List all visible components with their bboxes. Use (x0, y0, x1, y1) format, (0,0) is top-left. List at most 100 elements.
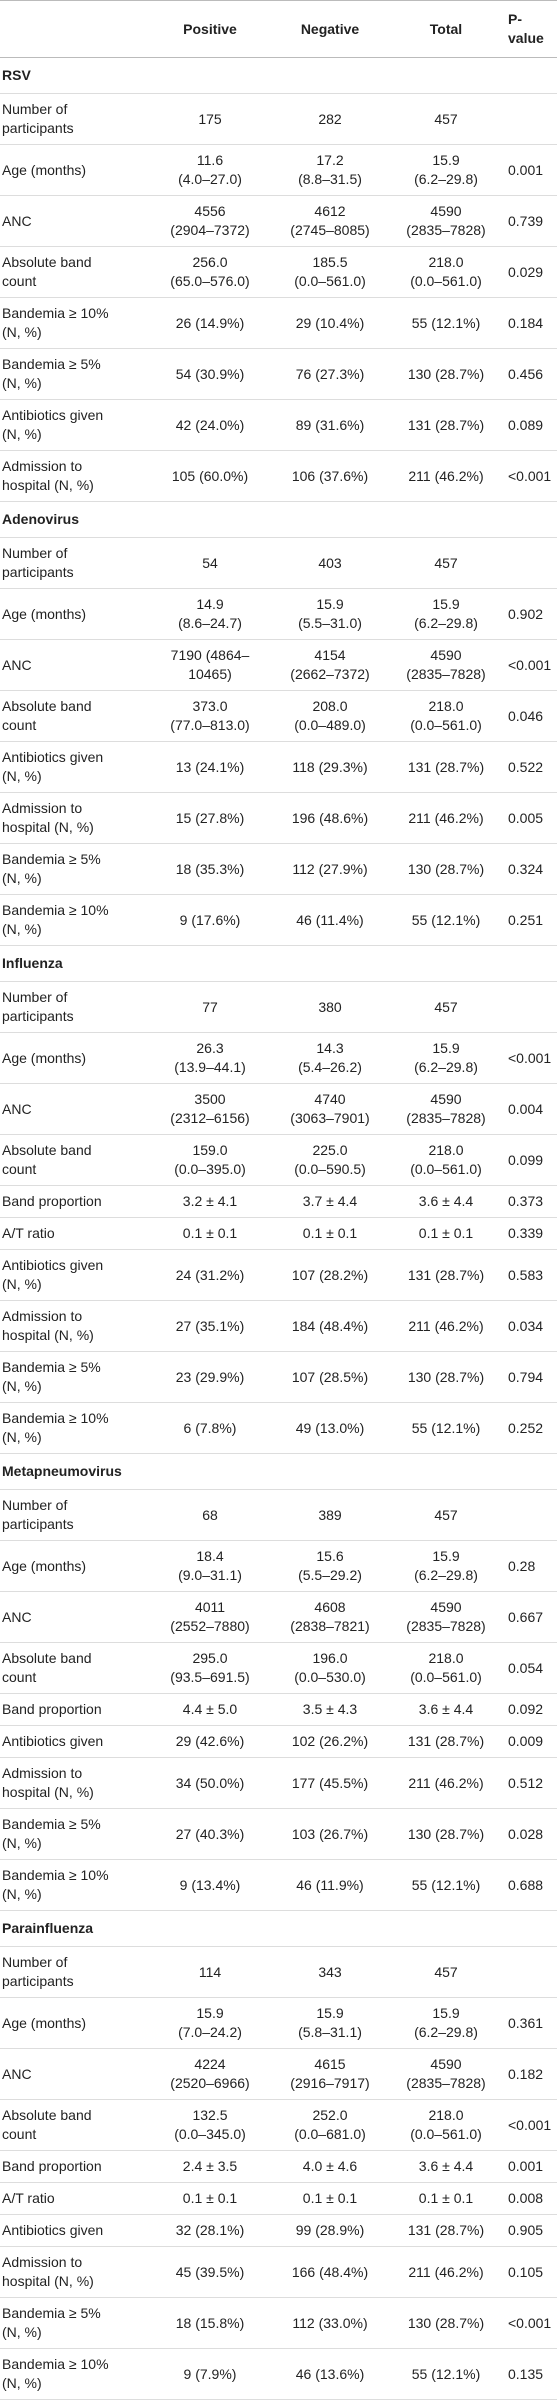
row-label: ANC (0, 195, 150, 247)
cell: 457 (390, 1946, 502, 1998)
data-row: Number of participants 114 343 457 (0, 1946, 557, 1998)
row-label: Number of participants (0, 93, 150, 145)
row-label: Bandemia ≥ 5% (N, %) (0, 843, 150, 895)
cell: 0.092 (502, 1693, 557, 1726)
cell: 0.583 (502, 1249, 557, 1301)
cell: 130 (28.7%) (390, 1808, 502, 1860)
data-row: Antibiotics given 32 (28.1%) 99 (28.9%) 131… (0, 2214, 557, 2247)
cell: 4.4 ± 5.0 (150, 1693, 270, 1726)
cell: 131 (28.7%) (390, 1249, 502, 1301)
cell: 18 (35.3%) (150, 843, 270, 895)
cell: 76 (27.3%) (270, 348, 390, 400)
row-label: Age (months) (0, 1997, 150, 2049)
cell: 55 (12.1%) (390, 1859, 502, 1911)
cell: 15.9 (6.2–29.8) (390, 1032, 502, 1084)
cell: 218.0 (0.0–561.0) (390, 246, 502, 298)
cell: 15.9 (6.2–29.8) (390, 144, 502, 196)
row-label: Absolute band count (0, 1134, 150, 1186)
cell: 112 (27.9%) (270, 843, 390, 895)
cell: 211 (46.2%) (390, 1300, 502, 1352)
cell: 4612 (2745–8085) (270, 195, 390, 247)
header-cell (0, 0, 150, 58)
section-title: Parainfluenza (0, 1910, 557, 1947)
data-row: Antibiotics given (N, %) 42 (24.0%) 89 (31… (0, 399, 557, 451)
cell: 23 (29.9%) (150, 1351, 270, 1403)
cell: 131 (28.7%) (390, 741, 502, 793)
cell: 54 (30.9%) (150, 348, 270, 400)
cell: 0.089 (502, 399, 557, 451)
row-label: Admission to hospital (N, %) (0, 1757, 150, 1809)
cell: 0.046 (502, 690, 557, 742)
cell: 24 (31.2%) (150, 1249, 270, 1301)
cell: 3500 (2312–6156) (150, 1083, 270, 1135)
cell: 0.324 (502, 843, 557, 895)
cell: 282 (270, 93, 390, 145)
row-label: A/T ratio (0, 1217, 150, 1250)
data-row: Band proportion 2.4 ± 3.5 4.0 ± 4.6 3.6 ± 4… (0, 2150, 557, 2183)
cell: 118 (29.3%) (270, 741, 390, 793)
cell: 211 (46.2%) (390, 2246, 502, 2298)
section-title: Influenza (0, 945, 557, 982)
header-cell: Total (390, 0, 502, 58)
row-label: Bandemia ≥ 10% (N, %) (0, 894, 150, 946)
cell: 46 (11.9%) (270, 1859, 390, 1911)
cell: 27 (40.3%) (150, 1808, 270, 1860)
cell: 175 (150, 93, 270, 145)
cell: 49 (13.0%) (270, 1402, 390, 1454)
cell: 0.184 (502, 297, 557, 349)
section-row: RSV (0, 57, 557, 94)
data-row: Number of participants 175 282 457 (0, 93, 557, 145)
section-row: Adenovirus (0, 501, 557, 538)
data-row: Number of participants 54 403 457 (0, 537, 557, 589)
data-row: Admission to hospital (N, %) 45 (39.5%) 16… (0, 2246, 557, 2298)
cell: 0.1 ± 0.1 (390, 2182, 502, 2215)
cell: 4590 (2835–7828) (390, 1591, 502, 1643)
cell: 0.001 (502, 2150, 557, 2183)
cell: 0.339 (502, 1217, 557, 1250)
cell: 389 (270, 1489, 390, 1541)
table-body: RSV Number of participants 175 282 457 Age (m… (0, 57, 557, 2400)
cell (502, 981, 557, 1033)
data-row: Bandemia ≥ 5% (N, %) 54 (30.9%) 76 (27.3%)… (0, 348, 557, 400)
cell: 46 (13.6%) (270, 2348, 390, 2400)
cell: 380 (270, 981, 390, 1033)
data-row: Bandemia ≥ 5% (N, %) 18 (15.8%) 112 (33.0%… (0, 2297, 557, 2349)
cell: 15.9 (5.5–31.0) (270, 588, 390, 640)
cell: 18.4 (9.0–31.1) (150, 1540, 270, 1592)
cell: 14.9 (8.6–24.7) (150, 588, 270, 640)
cell (502, 93, 557, 145)
cell: 17.2 (8.8–31.5) (270, 144, 390, 196)
data-row: Bandemia ≥ 10% (N, %) 26 (14.9%) 29 (10.4%… (0, 297, 557, 349)
cell: 211 (46.2%) (390, 792, 502, 844)
cell: 0.005 (502, 792, 557, 844)
cell: 0.512 (502, 1757, 557, 1809)
cell: 208.0 (0.0–489.0) (270, 690, 390, 742)
cell: 0.902 (502, 588, 557, 640)
data-row: Number of participants 68 389 457 (0, 1489, 557, 1541)
cell: 55 (12.1%) (390, 1402, 502, 1454)
cell: 4224 (2520–6966) (150, 2048, 270, 2100)
cell: 295.0 (93.5–691.5) (150, 1642, 270, 1694)
cell: 3.6 ± 4.4 (390, 1185, 502, 1218)
cell: 131 (28.7%) (390, 2214, 502, 2247)
cell: 218.0 (0.0–561.0) (390, 690, 502, 742)
header-cell: P-value (502, 0, 557, 58)
cell: 0.054 (502, 1642, 557, 1694)
data-row: ANC 4556 (2904–7372) 4612 (2745–8085) 4590 … (0, 195, 557, 247)
cell (502, 537, 557, 589)
cell: 103 (26.7%) (270, 1808, 390, 1860)
cell: 4590 (2835–7828) (390, 1083, 502, 1135)
data-row: Bandemia ≥ 5% (N, %) 27 (40.3%) 103 (26.7%… (0, 1808, 557, 1860)
cell: 185.5 (0.0–561.0) (270, 246, 390, 298)
cell: 2.4 ± 3.5 (150, 2150, 270, 2183)
row-label: Admission to hospital (N, %) (0, 1300, 150, 1352)
cell: <0.001 (502, 450, 557, 502)
cell: 0.001 (502, 144, 557, 196)
cell: 9 (13.4%) (150, 1859, 270, 1911)
data-row: Age (months) 14.9 (8.6–24.7) 15.9 (5.5–31.… (0, 588, 557, 640)
cell: 218.0 (0.0–561.0) (390, 1642, 502, 1694)
cell: 0.099 (502, 1134, 557, 1186)
cell: 225.0 (0.0–590.5) (270, 1134, 390, 1186)
row-label: Absolute band count (0, 246, 150, 298)
cell: 9 (7.9%) (150, 2348, 270, 2400)
